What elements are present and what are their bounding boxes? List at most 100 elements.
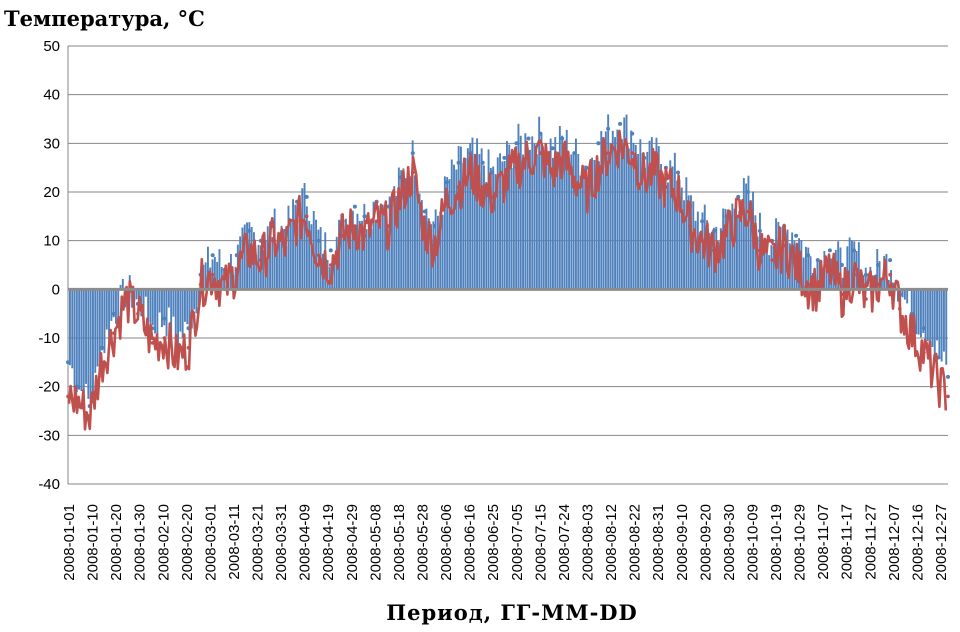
blue-series-bar	[404, 178, 407, 290]
red-series-point	[864, 297, 868, 301]
red-series-point	[840, 292, 844, 297]
blue-series-bar	[584, 165, 587, 290]
blue-series-bar	[890, 270, 892, 290]
blue-series-point	[676, 170, 680, 175]
blue-series-bar	[625, 114, 628, 290]
blue-series-bar	[386, 224, 389, 290]
blue-series-bar	[604, 131, 607, 290]
blue-series-bar	[163, 289, 166, 326]
blue-series-bar	[648, 140, 651, 290]
y-tick-label: -40	[38, 476, 60, 493]
blue-series-bar	[234, 266, 237, 290]
red-series-point	[852, 272, 856, 277]
red-series-point	[946, 394, 950, 399]
blue-series-bar	[802, 257, 805, 290]
y-tick-label: 50	[43, 38, 60, 55]
x-tick-label: 2008-10-09	[745, 504, 762, 581]
blue-series-bar	[724, 208, 727, 290]
blue-series-bar	[112, 289, 115, 318]
blue-series-bar	[379, 218, 382, 290]
blue-series-bar	[280, 225, 283, 290]
blue-series-bar	[839, 247, 842, 290]
blue-series-bar	[480, 148, 483, 290]
red-series-point	[235, 268, 239, 272]
blue-series-bar	[117, 289, 120, 325]
blue-series-point	[572, 151, 577, 156]
blue-series-bar	[407, 170, 409, 290]
blue-series-bar	[508, 144, 511, 290]
x-tick-label: 2008-06-25	[485, 504, 502, 581]
blue-series-bar	[395, 196, 398, 290]
x-tick-label: 2008-05-08	[367, 504, 384, 581]
red-series-point	[210, 272, 215, 277]
red-series-point	[295, 219, 299, 223]
blue-series-bar	[568, 158, 570, 290]
red-series-point	[794, 263, 798, 267]
blue-series-bar	[676, 180, 679, 290]
red-series-point	[758, 248, 762, 253]
blue-series-bar	[653, 158, 656, 290]
x-tick-label: 2008-11-27	[862, 504, 879, 580]
blue-series-bar	[213, 256, 216, 290]
blue-series-bar	[646, 151, 649, 290]
blue-series-bar	[101, 289, 104, 351]
blue-series-bar	[687, 195, 690, 290]
blue-series-bar	[623, 117, 626, 290]
blue-series-bar	[736, 216, 738, 290]
blue-series-bar	[190, 289, 193, 329]
blue-series-bar	[671, 166, 674, 290]
blue-series-bar	[535, 154, 538, 290]
red-series-point	[688, 224, 692, 228]
blue-series-bar	[768, 255, 771, 290]
red-series-line	[67, 129, 948, 431]
blue-series-bar	[105, 289, 108, 330]
blue-series-bar	[657, 146, 660, 290]
red-series-point	[186, 345, 191, 350]
blue-series-bar	[926, 289, 929, 341]
blue-series-bar	[172, 289, 175, 317]
x-tick-label: 2008-04-19	[320, 504, 337, 581]
red-series-point	[480, 185, 485, 189]
blue-series-bar	[69, 289, 71, 366]
blue-series-bar	[577, 154, 580, 290]
blue-series-bar	[678, 179, 681, 290]
y-tick-label: 10	[43, 233, 60, 250]
blue-series-bar	[351, 210, 354, 290]
blue-series-bar	[602, 138, 605, 290]
blue-series-bar	[641, 153, 644, 290]
x-tick-label: 2008-01-20	[108, 504, 125, 581]
blue-series-point	[514, 141, 519, 146]
blue-series-bar	[73, 289, 76, 392]
red-series-point	[374, 219, 379, 223]
blue-series-bar	[915, 289, 918, 335]
x-tick-label: 2008-03-21	[250, 504, 267, 581]
blue-series-bar	[729, 210, 731, 290]
blue-series-bar	[892, 282, 895, 290]
x-tick-label: 2008-01-10	[85, 504, 102, 581]
blue-series-bar	[924, 289, 927, 345]
x-tick-label: 2008-01-01	[61, 504, 78, 581]
blue-series-bar	[740, 200, 743, 290]
blue-series-bar	[282, 232, 285, 290]
blue-series-bar	[418, 193, 421, 290]
blue-series-bar	[138, 289, 140, 298]
blue-series-bar	[460, 146, 462, 290]
blue-series-bar	[710, 234, 713, 290]
red-series-point	[898, 307, 902, 311]
blue-series-bar	[683, 200, 685, 290]
blue-series-bar	[377, 205, 380, 290]
series-blue-bars	[66, 114, 950, 412]
blue-series-bar	[644, 168, 646, 290]
blue-series-bar	[588, 166, 591, 290]
grid-lines	[67, 45, 948, 485]
blue-series-bar	[572, 154, 575, 290]
blue-series-bar	[903, 289, 906, 300]
red-series-point	[271, 238, 275, 243]
x-tick-label: 2008-11-07	[815, 504, 832, 580]
blue-series-point	[99, 345, 104, 350]
blue-series-bar	[655, 137, 658, 290]
blue-series-bar	[630, 130, 633, 290]
x-tick-label: 2008-08-31	[650, 504, 667, 581]
blue-series-bar	[287, 205, 290, 290]
red-series-point	[526, 156, 531, 160]
